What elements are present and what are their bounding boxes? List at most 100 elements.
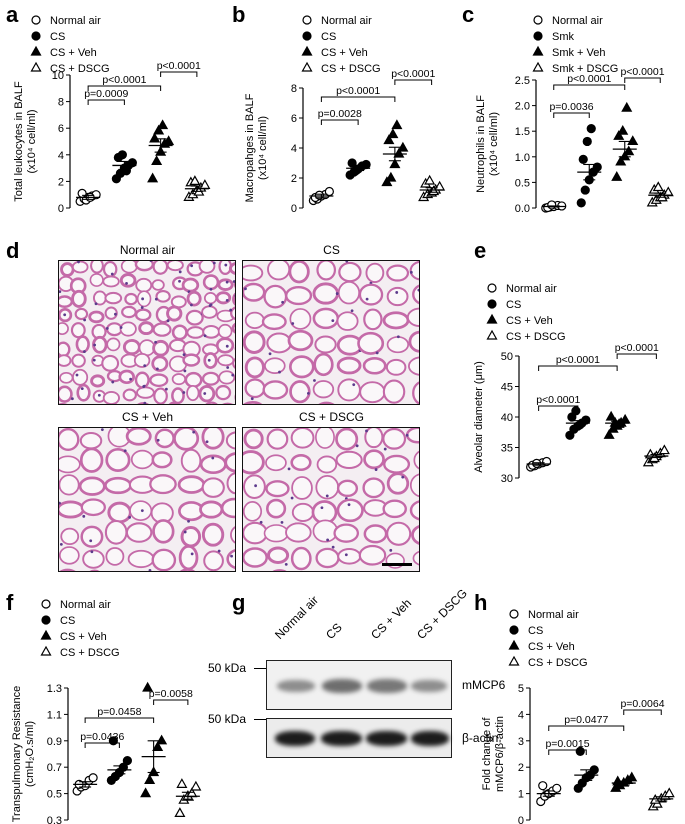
alveolus <box>262 380 289 400</box>
alveolus <box>59 322 69 336</box>
histo-title-normal-air: Normal air <box>119 243 176 257</box>
y-tick-label: 2 <box>58 176 64 188</box>
nucleus <box>140 509 144 513</box>
data-point <box>575 420 585 430</box>
alveolus <box>198 261 216 274</box>
y-axis-label: Alveolar diameter (μm) <box>473 361 485 472</box>
nucleus <box>350 309 354 313</box>
nucleus <box>94 302 98 306</box>
alveolus <box>60 527 80 546</box>
nucleus <box>389 548 393 552</box>
legend-marker-3 <box>486 329 498 340</box>
legend-label-0: Normal air <box>506 283 557 295</box>
alveolus <box>265 454 287 472</box>
alveolus <box>185 309 204 326</box>
data-point <box>153 124 165 135</box>
nucleus <box>231 373 235 377</box>
panel-label-d: d <box>6 238 20 263</box>
y-tick-label: 1.3 <box>47 683 62 695</box>
alveolus <box>70 322 86 339</box>
alveolus <box>106 337 121 352</box>
nucleus <box>250 397 254 401</box>
alveolus <box>289 380 311 404</box>
alveolus <box>406 307 419 327</box>
panel-label-b: b <box>232 2 246 27</box>
alveolus <box>382 499 407 519</box>
data-point <box>580 185 590 195</box>
significance-bracket <box>538 405 579 411</box>
panel-label-g: g <box>232 590 246 615</box>
y-tick-label: 8 <box>58 97 64 109</box>
alveolus <box>243 521 268 545</box>
nucleus <box>230 554 233 558</box>
y-tick-label: 5 <box>518 683 524 695</box>
nucleus <box>93 343 97 347</box>
nucleus <box>63 313 67 317</box>
nucleus <box>142 385 146 388</box>
legend-marker-3 <box>30 61 42 72</box>
nucleus <box>141 297 145 301</box>
data-point <box>149 132 161 143</box>
alveolus <box>385 358 407 376</box>
alveolus <box>243 547 268 568</box>
alveolus <box>152 261 169 275</box>
nucleus <box>284 563 288 566</box>
y-axis-label: Macropahges in BALF <box>244 93 256 202</box>
mw-marker-bottom: 50 kDa <box>208 712 247 726</box>
chart-a: Normal air CS CS + Veh CS + DSCG 0 2 4 6 8 10 Tota… <box>13 15 211 215</box>
alveolus <box>386 286 409 307</box>
band-mmcp6-cs-veh <box>367 679 407 693</box>
nucleus <box>149 261 153 263</box>
legend-label-3: Smk + DSCG <box>552 63 618 75</box>
y-tick-label: 3 <box>518 736 524 748</box>
alveolus <box>412 381 419 404</box>
alveolus <box>104 519 128 545</box>
data-point <box>361 159 371 170</box>
nucleus <box>59 290 62 294</box>
alveolus <box>71 261 89 274</box>
nucleus <box>80 387 84 391</box>
alveolus <box>178 544 199 571</box>
panel-label-f: f <box>6 590 14 615</box>
nucleus <box>187 519 190 523</box>
y-axis-label: Fold change of <box>481 717 493 791</box>
chart-b: Normal air CS CS + Veh CS + DSCG 0 2 4 6 8 Macrop… <box>244 15 446 215</box>
nucleus <box>345 261 349 263</box>
alveolus <box>220 497 235 519</box>
legend-marker-2 <box>486 313 498 324</box>
alveolus <box>105 447 131 472</box>
alveolus <box>337 548 362 565</box>
alveolus <box>122 388 137 402</box>
nucleus <box>375 351 379 355</box>
alveolus <box>218 370 235 385</box>
alveolus <box>382 311 410 330</box>
significance-bracket <box>616 353 657 359</box>
legend-marker-2 <box>40 629 52 640</box>
nucleus <box>110 272 114 276</box>
legend-label-1: CS <box>50 31 65 43</box>
alveolus <box>363 308 383 331</box>
legend-marker-0 <box>487 283 497 293</box>
band-actin-cs <box>321 731 362 746</box>
alveolus <box>105 547 125 566</box>
nucleus <box>111 380 115 384</box>
data-point <box>615 155 627 166</box>
alveolus <box>363 449 385 470</box>
alveolus <box>267 261 291 281</box>
legend-label-2: Smk + Veh <box>552 47 606 59</box>
y-axis-label: Total leukocytes in BALF <box>13 81 25 202</box>
alveolus <box>129 500 153 521</box>
band-mmcp6-normal-air <box>277 680 315 692</box>
nucleus <box>268 352 272 356</box>
alveolus <box>90 374 106 388</box>
y-tick-label: 0 <box>518 815 524 824</box>
alveolus <box>365 262 385 284</box>
legend-marker-3 <box>532 61 544 72</box>
nucleus <box>90 550 94 554</box>
alveolus <box>79 432 103 450</box>
nucleus <box>77 261 80 264</box>
data-point <box>576 198 586 208</box>
nucleus <box>209 287 213 291</box>
alveolus <box>124 292 138 306</box>
data-point <box>189 175 201 185</box>
